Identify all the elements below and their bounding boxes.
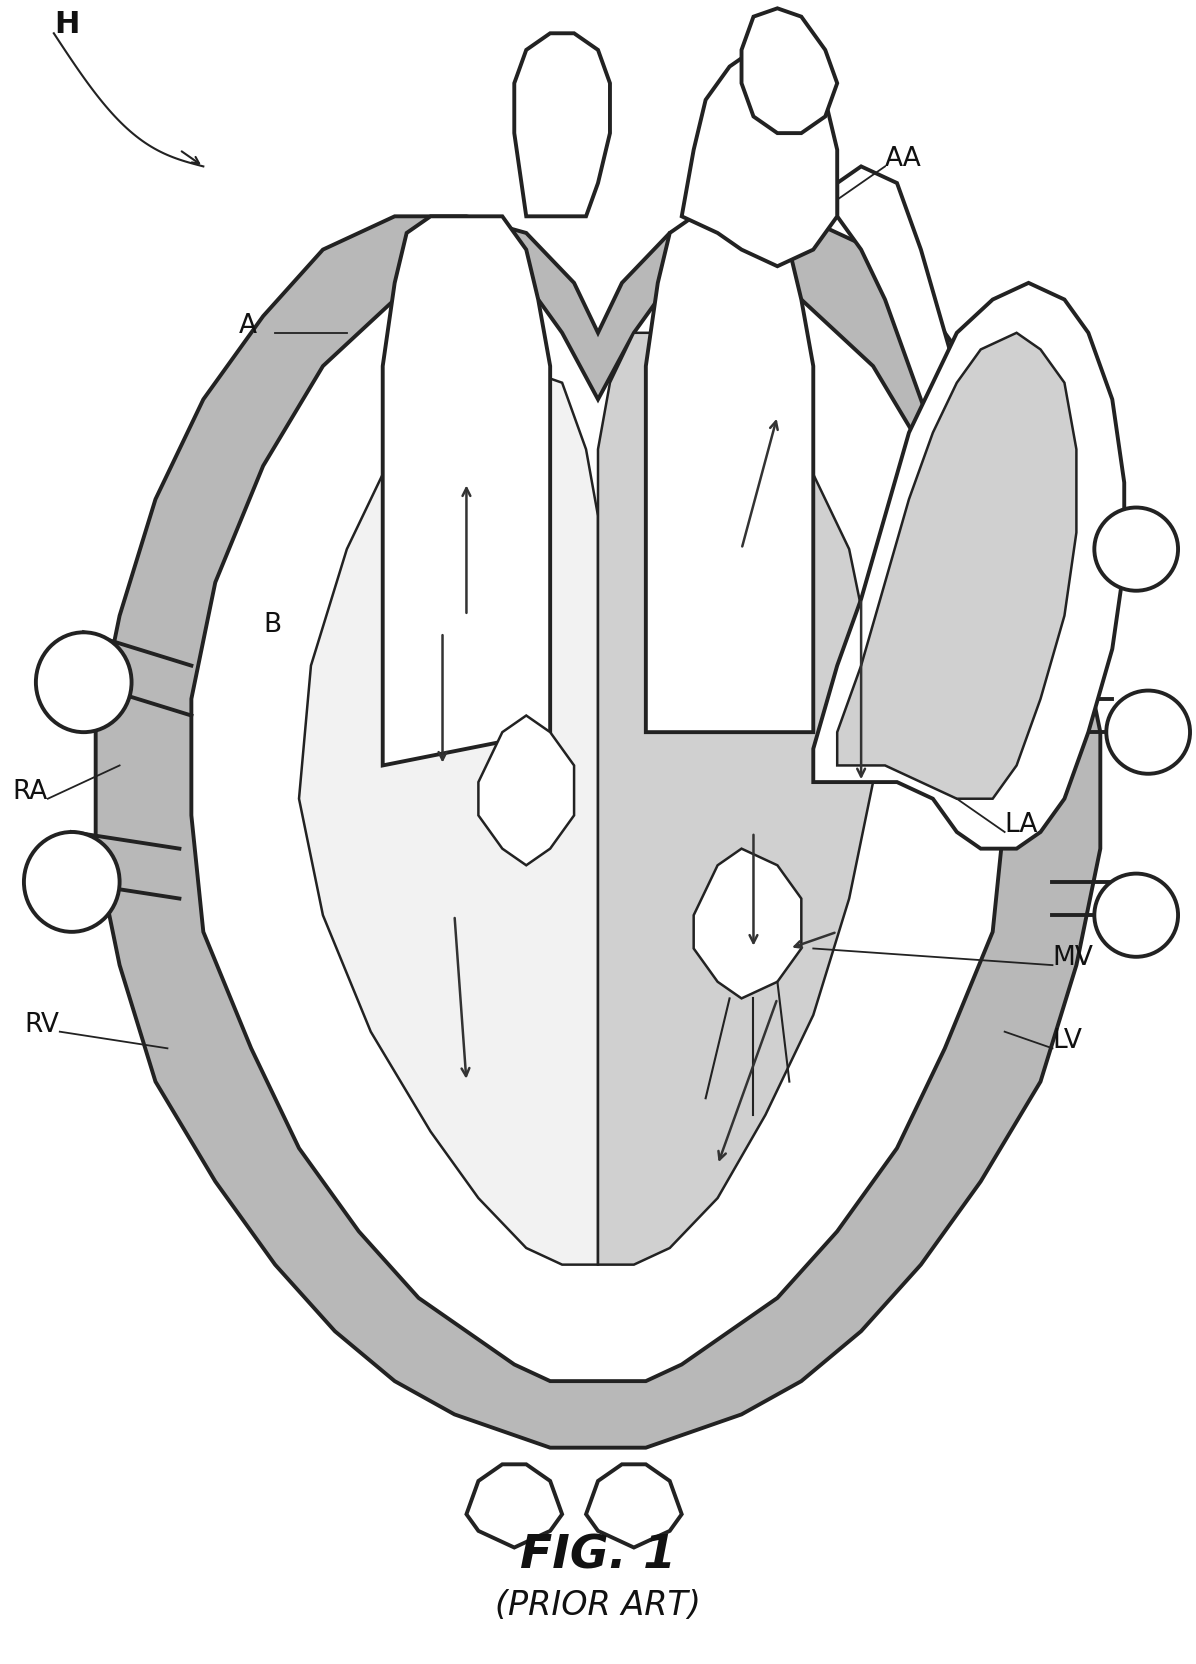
Polygon shape xyxy=(466,1464,562,1548)
Text: LA: LA xyxy=(1005,812,1038,839)
Polygon shape xyxy=(742,8,837,133)
Polygon shape xyxy=(478,716,574,865)
Polygon shape xyxy=(299,366,598,1265)
Text: (PRIOR ART): (PRIOR ART) xyxy=(495,1589,701,1622)
Polygon shape xyxy=(191,283,1005,1381)
Ellipse shape xyxy=(1094,508,1178,591)
Polygon shape xyxy=(383,216,550,765)
Text: RV: RV xyxy=(24,1012,59,1038)
Text: FIG. 1: FIG. 1 xyxy=(520,1533,676,1579)
Text: B: B xyxy=(263,612,281,639)
Text: LV: LV xyxy=(1052,1028,1082,1055)
Ellipse shape xyxy=(1106,691,1190,774)
Text: A: A xyxy=(239,313,257,339)
Ellipse shape xyxy=(36,632,132,732)
Polygon shape xyxy=(514,33,610,216)
Ellipse shape xyxy=(24,832,120,932)
Polygon shape xyxy=(96,216,1100,1448)
Polygon shape xyxy=(586,1464,682,1548)
Polygon shape xyxy=(837,333,1076,799)
Polygon shape xyxy=(682,50,837,266)
Text: AA: AA xyxy=(885,146,922,173)
Polygon shape xyxy=(694,849,801,998)
Polygon shape xyxy=(598,333,873,1265)
Text: MV: MV xyxy=(1052,945,1093,972)
Text: H: H xyxy=(54,10,79,40)
Polygon shape xyxy=(646,216,813,732)
Ellipse shape xyxy=(1094,874,1178,957)
Text: RA: RA xyxy=(12,779,47,805)
Polygon shape xyxy=(813,283,1124,849)
Polygon shape xyxy=(837,166,1005,749)
